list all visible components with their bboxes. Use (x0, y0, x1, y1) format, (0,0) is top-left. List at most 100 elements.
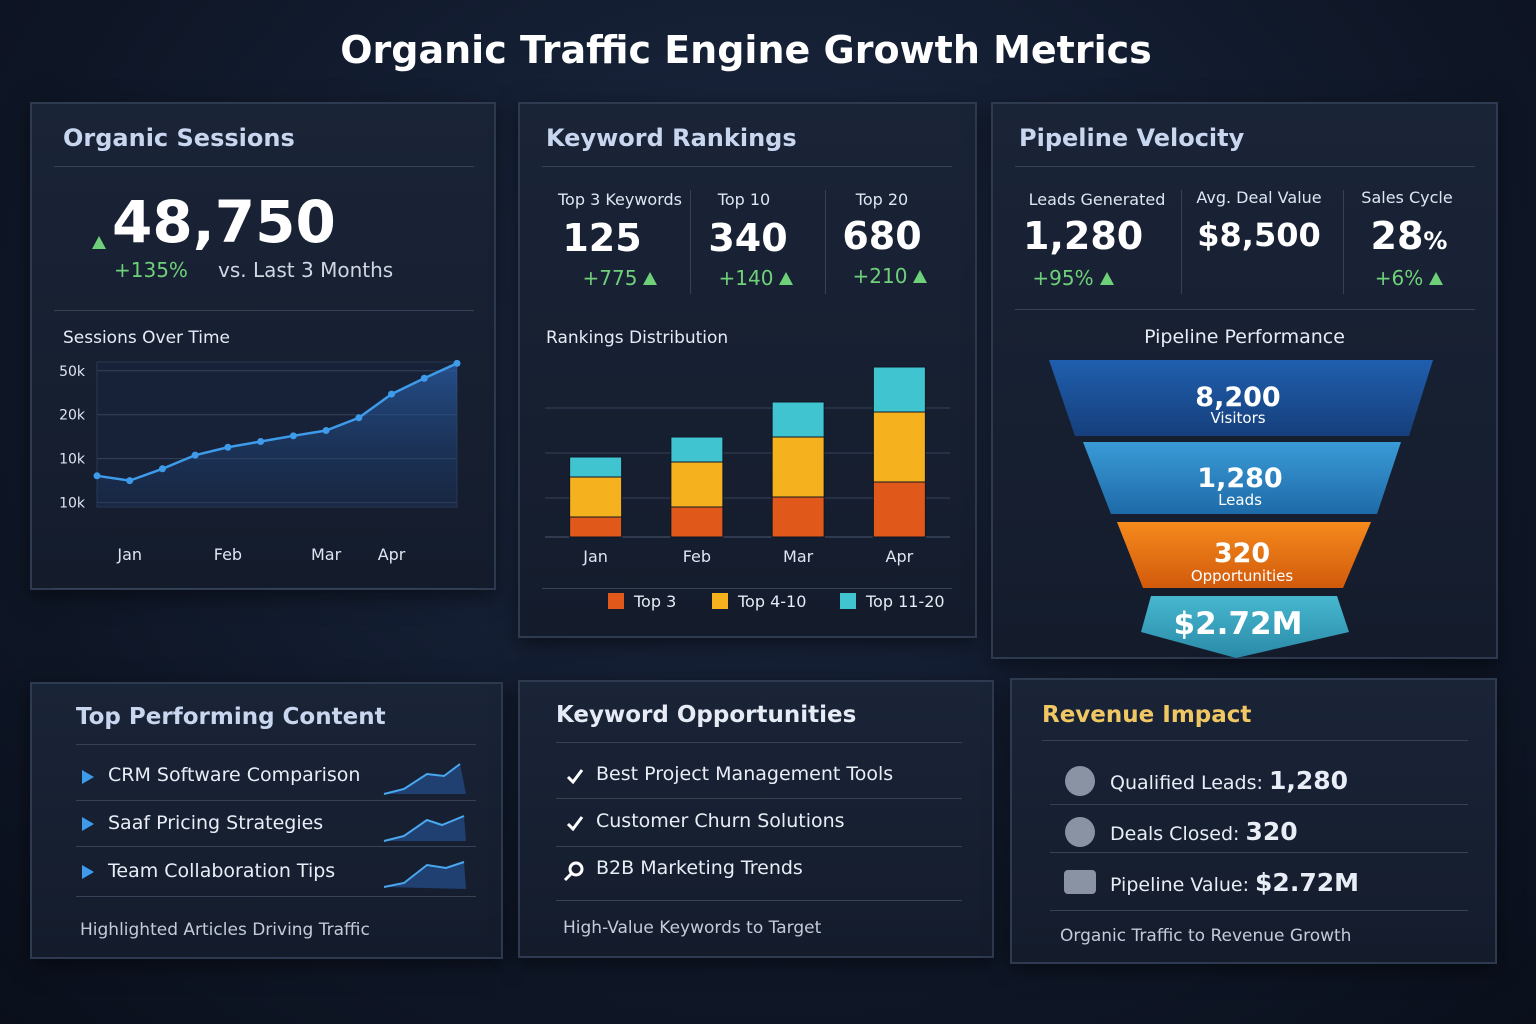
stat-value: 680 (842, 214, 922, 258)
stat-value: 340 (708, 216, 788, 260)
divider (1015, 309, 1475, 310)
revenue-panel: Revenue Impact Qualified Leads: 1,280 De… (1010, 678, 1497, 964)
point (126, 477, 134, 485)
y-tick-label: 20k (59, 408, 86, 424)
heading: Keyword Rankings (546, 124, 797, 152)
point (289, 432, 297, 440)
divider (1050, 804, 1468, 805)
opportunity-item: Customer Churn Solutions (596, 810, 845, 832)
point (322, 427, 330, 435)
divider (54, 166, 474, 167)
stat-value: 28 (1370, 214, 1424, 258)
funnel: 8,200 Visitors 1,280 Leads 320 Opportuni… (1049, 360, 1433, 658)
sparklines (82, 763, 466, 889)
area (97, 363, 457, 507)
stat-label: Leads Generated (1028, 190, 1166, 209)
sessions-value: 48,750 (112, 188, 336, 256)
legend-swatch (712, 593, 728, 609)
stat-change: +140 (718, 266, 774, 290)
funnel-value: 1,280 (1197, 463, 1282, 494)
opportunities-panel: Keyword Opportunities Best Project Manag… (518, 680, 994, 958)
divider (542, 166, 952, 167)
opportunity-item: B2B Marketing Trends (596, 857, 803, 879)
funnel-value: 320 (1214, 538, 1270, 569)
divider (1181, 190, 1182, 294)
opportunity-item: Best Project Management Tools (596, 763, 894, 785)
funnel-label: Opportunities (1191, 567, 1294, 585)
funnel-value: 8,200 (1195, 382, 1280, 413)
footer: Highlighted Articles Driving Traffic (80, 920, 370, 940)
x-tick-label: Apr (886, 547, 914, 566)
divider (76, 800, 476, 801)
funnel-stage (1141, 596, 1349, 658)
funnel-label: Leads (1218, 491, 1262, 509)
divider (825, 190, 826, 294)
heading: Pipeline Velocity (1019, 124, 1245, 152)
bar-segment (872, 481, 926, 538)
funnel-label: Visitors (1210, 409, 1265, 427)
bar-segment (670, 436, 724, 463)
x-tick-label: Mar (311, 545, 342, 564)
line (96, 362, 458, 482)
stat-unit: % (1423, 227, 1448, 255)
sessions-change: +135% (114, 258, 188, 282)
divider (556, 846, 962, 847)
bar-segment (569, 476, 623, 518)
divider (1343, 190, 1344, 294)
x-tick-label: Jan (582, 547, 608, 566)
point (355, 414, 363, 422)
legend-swatch (608, 593, 624, 609)
revenue-label: Qualified Leads: (1110, 772, 1263, 794)
stat-value: $8,500 (1197, 216, 1321, 254)
stat-label: Avg. Deal Value (1196, 188, 1322, 207)
sessions-panel: Organic Sessions 48,750 +135% vs. Last 3… (30, 102, 496, 590)
funnel-title: Pipeline Performance (1144, 326, 1345, 348)
x-tick-label: Apr (378, 545, 406, 564)
chart-title: Rankings Distribution (546, 328, 729, 348)
revenue-value: 1,280 (1268, 766, 1349, 795)
divider (556, 798, 962, 799)
revenue-value: $2.72M (1255, 868, 1359, 897)
content-item: Saaf Pricing Strategies (108, 812, 324, 834)
up-icon (92, 236, 106, 249)
page-title: Organic Traffic Engine Growth Metrics (340, 28, 1152, 72)
bar-segment (569, 456, 623, 478)
stat-value: 125 (562, 216, 642, 260)
bar-segment (872, 366, 926, 413)
divider (76, 846, 476, 847)
divider (76, 896, 476, 897)
point (158, 465, 166, 473)
divider (76, 744, 476, 745)
divider (542, 588, 952, 589)
bar-segment (771, 436, 825, 498)
point (93, 472, 101, 480)
content-item: Team Collaboration Tips (108, 860, 336, 882)
x-tick-label: Jan (116, 545, 142, 564)
legend-swatch (840, 593, 856, 609)
divider (1050, 910, 1468, 911)
stat-label: Top 20 (855, 190, 909, 209)
divider (1042, 740, 1468, 741)
bar-segment (569, 516, 623, 538)
content-item: CRM Software Comparison (108, 764, 361, 786)
sessions-note: vs. Last 3 Months (218, 258, 394, 282)
y-tick-label: 10k (59, 452, 86, 468)
revenue-value: 320 (1245, 817, 1298, 846)
divider (556, 900, 962, 901)
heading: Revenue Impact (1042, 702, 1252, 728)
point (453, 359, 461, 367)
x-tick-label: Feb (683, 547, 711, 566)
funnel-stage (1049, 360, 1433, 436)
y-tick-label: 10k (59, 496, 86, 512)
point (420, 374, 428, 382)
stat-change: +775 (582, 266, 638, 290)
legend-label: Top 4-10 (737, 592, 806, 611)
footer: High-Value Keywords to Target (563, 918, 822, 938)
revenue-label: Deals Closed: (1110, 823, 1240, 845)
stat-label: Top 10 (717, 190, 771, 209)
point (388, 390, 396, 398)
x-tick-label: Feb (214, 545, 242, 564)
stat-label: Sales Cycle (1361, 188, 1453, 207)
divider (1050, 852, 1468, 853)
